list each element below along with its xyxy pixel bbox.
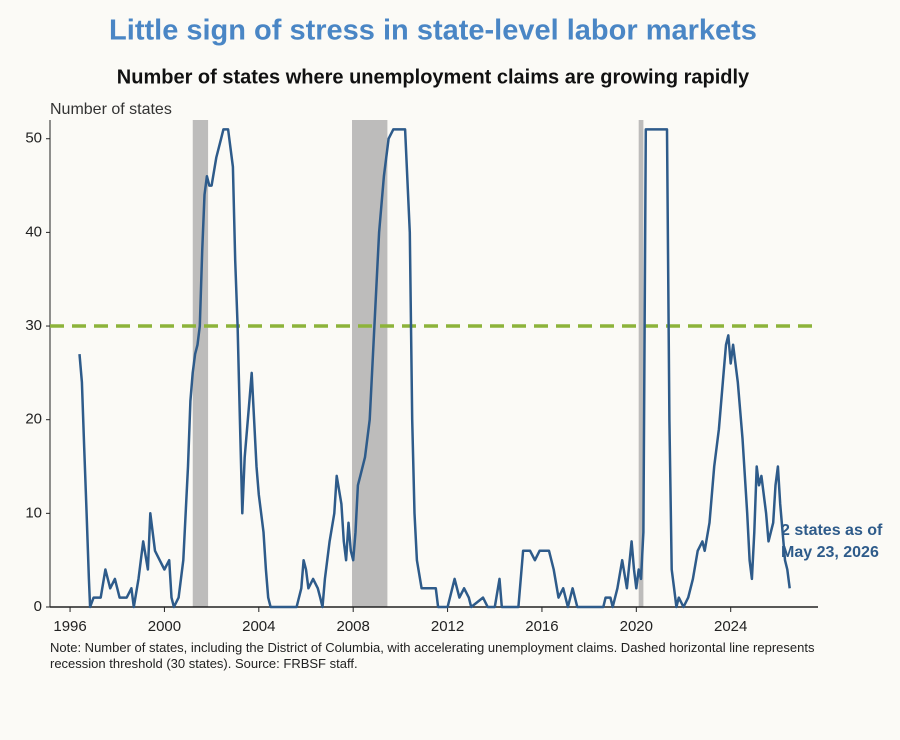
annotation: May 23, 2026 xyxy=(781,544,879,561)
recession-band xyxy=(638,120,644,607)
y-tick-label: 20 xyxy=(25,411,42,428)
y-axis-label: Number of states xyxy=(50,101,172,118)
y-tick-label: 40 xyxy=(25,223,42,240)
annotation: 2 states as of xyxy=(781,522,883,539)
x-tick-label: 2000 xyxy=(148,618,181,635)
x-tick-label: 1996 xyxy=(53,618,86,635)
y-tick-label: 50 xyxy=(25,130,42,147)
recession-band xyxy=(192,120,209,607)
chart-subtitle: Number of states where unemployment clai… xyxy=(117,66,750,88)
x-tick-label: 2008 xyxy=(337,618,370,635)
x-tick-label: 2016 xyxy=(525,618,558,635)
x-tick-label: 2024 xyxy=(714,618,747,635)
series-line xyxy=(78,128,791,609)
chart-title: Little sign of stress in state-level lab… xyxy=(109,15,757,47)
x-tick-label: 2020 xyxy=(620,618,653,635)
y-tick-label: 10 xyxy=(25,504,42,521)
note: Note: Number of states, including the Di… xyxy=(50,640,815,671)
x-tick-label: 2004 xyxy=(242,618,275,635)
y-tick-label: 0 xyxy=(34,598,42,615)
y-tick-label: 30 xyxy=(25,317,42,334)
x-tick-label: 2012 xyxy=(431,618,464,635)
chart: Little sign of stress in state-level lab… xyxy=(25,15,883,635)
